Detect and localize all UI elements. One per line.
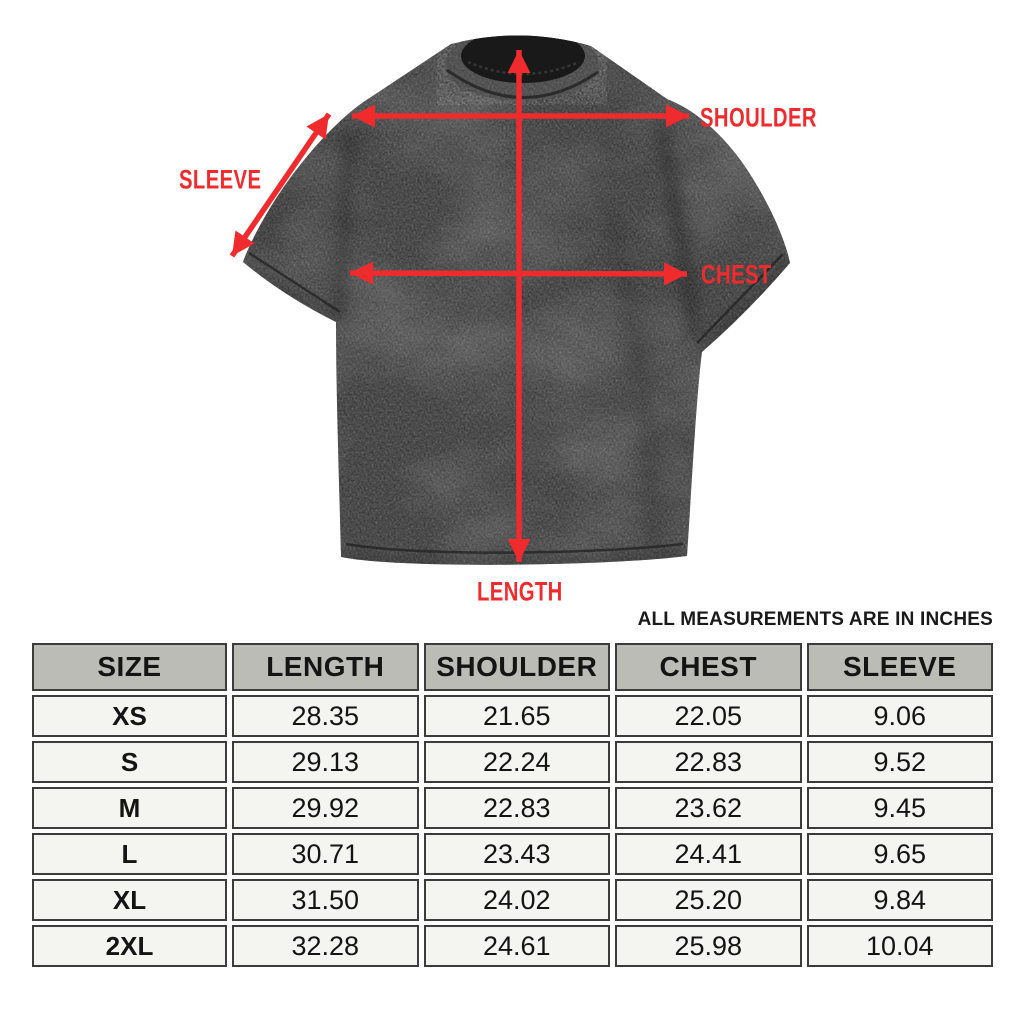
value-cell: 24.02 <box>423 879 610 921</box>
value-cell: 22.05 <box>615 695 802 737</box>
size-chart-table: SIZE LENGTH SHOULDER CHEST SLEEVE XS 28.35 21.6… <box>32 643 993 967</box>
value-cell: 9.06 <box>806 695 993 737</box>
length-label: LENGTH <box>477 575 563 607</box>
size-cell: 2XL <box>32 925 227 967</box>
chest-arrow <box>349 261 688 286</box>
value-cell: 30.71 <box>232 833 419 875</box>
value-cell: 23.62 <box>615 787 802 829</box>
value-cell: 9.84 <box>806 879 993 921</box>
sleeve-label: SLEEVE <box>179 163 262 195</box>
value-cell: 29.13 <box>232 741 419 783</box>
value-cell: 9.52 <box>806 741 993 783</box>
value-cell: 21.65 <box>423 695 610 737</box>
value-cell: 10.04 <box>806 925 993 967</box>
column-header-cell: LENGTH <box>232 643 419 691</box>
chest-label: CHEST <box>701 258 772 290</box>
sleeve-arrow <box>229 112 332 258</box>
value-cell: 9.65 <box>806 833 993 875</box>
value-cell: 25.20 <box>615 879 802 921</box>
shoulder-label: SHOULDER <box>700 101 817 133</box>
value-cell: 25.98 <box>615 925 802 967</box>
tshirt-diagram <box>229 35 790 565</box>
measurement-note: ALL MEASUREMENTS ARE IN INCHES <box>637 609 993 630</box>
value-cell: 22.24 <box>423 741 610 783</box>
size-cell: XS <box>32 695 227 737</box>
value-cell: 22.83 <box>423 787 610 829</box>
value-cell: 32.28 <box>232 925 419 967</box>
value-cell: 24.41 <box>615 833 802 875</box>
value-cell: 22.83 <box>615 741 802 783</box>
size-cell: XL <box>32 879 227 921</box>
collar <box>445 35 599 101</box>
value-cell: 28.35 <box>232 695 419 737</box>
size-cell: M <box>32 787 227 829</box>
size-cell: S <box>32 741 227 783</box>
value-cell: 23.43 <box>423 833 610 875</box>
column-header-cell: SHOULDER <box>423 643 610 691</box>
column-header-cell: CHEST <box>615 643 802 691</box>
value-cell: 31.50 <box>232 879 419 921</box>
value-cell: 24.61 <box>423 925 610 967</box>
value-cell: 9.45 <box>806 787 993 829</box>
size-cell: L <box>32 833 227 875</box>
value-cell: 29.92 <box>232 787 419 829</box>
column-header-cell: SLEEVE <box>806 643 993 691</box>
column-header-cell: SIZE <box>32 643 227 691</box>
